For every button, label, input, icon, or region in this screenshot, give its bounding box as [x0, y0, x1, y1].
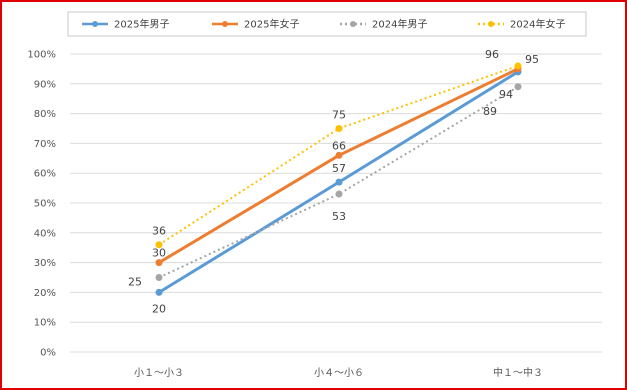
- x-tick-label: 中１〜中３: [493, 366, 543, 379]
- data-label: 66: [332, 139, 346, 152]
- data-label: 53: [332, 210, 346, 223]
- x-tick-label: 小１〜小３: [134, 367, 184, 379]
- y-tick-label: 30%: [34, 258, 56, 269]
- legend-swatch-marker: [488, 21, 494, 27]
- data-label: 30: [152, 247, 166, 260]
- data-point: [514, 62, 522, 70]
- data-point: [514, 83, 522, 91]
- legend-label: 2024年女子: [510, 18, 565, 31]
- series-line: [158, 85, 519, 279]
- y-tick-label: 0%: [40, 348, 56, 359]
- data-label: 94: [499, 88, 513, 101]
- y-tick-label: 60%: [34, 169, 56, 180]
- data-label: 95: [525, 53, 539, 66]
- legend-label: 2024年男子: [372, 18, 427, 31]
- data-point: [155, 288, 163, 296]
- data-label: 57: [332, 162, 346, 175]
- data-labels: 20 57 94 30 66 95 25 53 89 36 75 96: [128, 48, 539, 315]
- data-label: 20: [152, 302, 166, 315]
- data-point: [155, 274, 163, 281]
- legend-swatch-marker: [92, 21, 98, 27]
- data-label: 36: [152, 225, 166, 238]
- data-point: [155, 241, 163, 249]
- data-label: 96: [485, 48, 499, 61]
- y-tick-label: 10%: [34, 318, 56, 329]
- data-point: [155, 259, 163, 267]
- y-tick-label: 90%: [34, 79, 56, 90]
- grid: [70, 53, 602, 353]
- y-tick-label: 100%: [27, 50, 56, 61]
- series-line: [158, 64, 519, 246]
- data-label: 25: [128, 276, 142, 289]
- series-layer: [155, 62, 522, 296]
- data-label: 75: [332, 109, 346, 122]
- data-point: [335, 178, 343, 186]
- legend-swatch-marker: [350, 21, 356, 27]
- x-tick-label: 小４〜小６: [314, 367, 364, 379]
- y-tick-label: 20%: [34, 288, 56, 299]
- data-label: 89: [483, 105, 497, 118]
- y-axis: 0% 10% 20% 30% 40% 50% 60% 70% 80% 90% 100%: [27, 50, 56, 359]
- x-axis: 小１〜小３ 小４〜小６ 中１〜中３: [134, 366, 543, 379]
- y-tick-label: 40%: [34, 228, 56, 239]
- y-tick-label: 70%: [34, 139, 56, 150]
- legend-label: 2025年女子: [244, 18, 299, 31]
- y-tick-label: 80%: [34, 109, 56, 120]
- data-point: [335, 151, 343, 159]
- data-point: [335, 190, 343, 198]
- legend-label: 2025年男子: [114, 18, 169, 31]
- legend: 2025年男子 2025年女子 2024年男子 2024年女子: [67, 11, 587, 37]
- y-tick-label: 50%: [34, 199, 56, 210]
- data-point: [335, 125, 343, 132]
- legend-swatch-marker: [222, 21, 228, 27]
